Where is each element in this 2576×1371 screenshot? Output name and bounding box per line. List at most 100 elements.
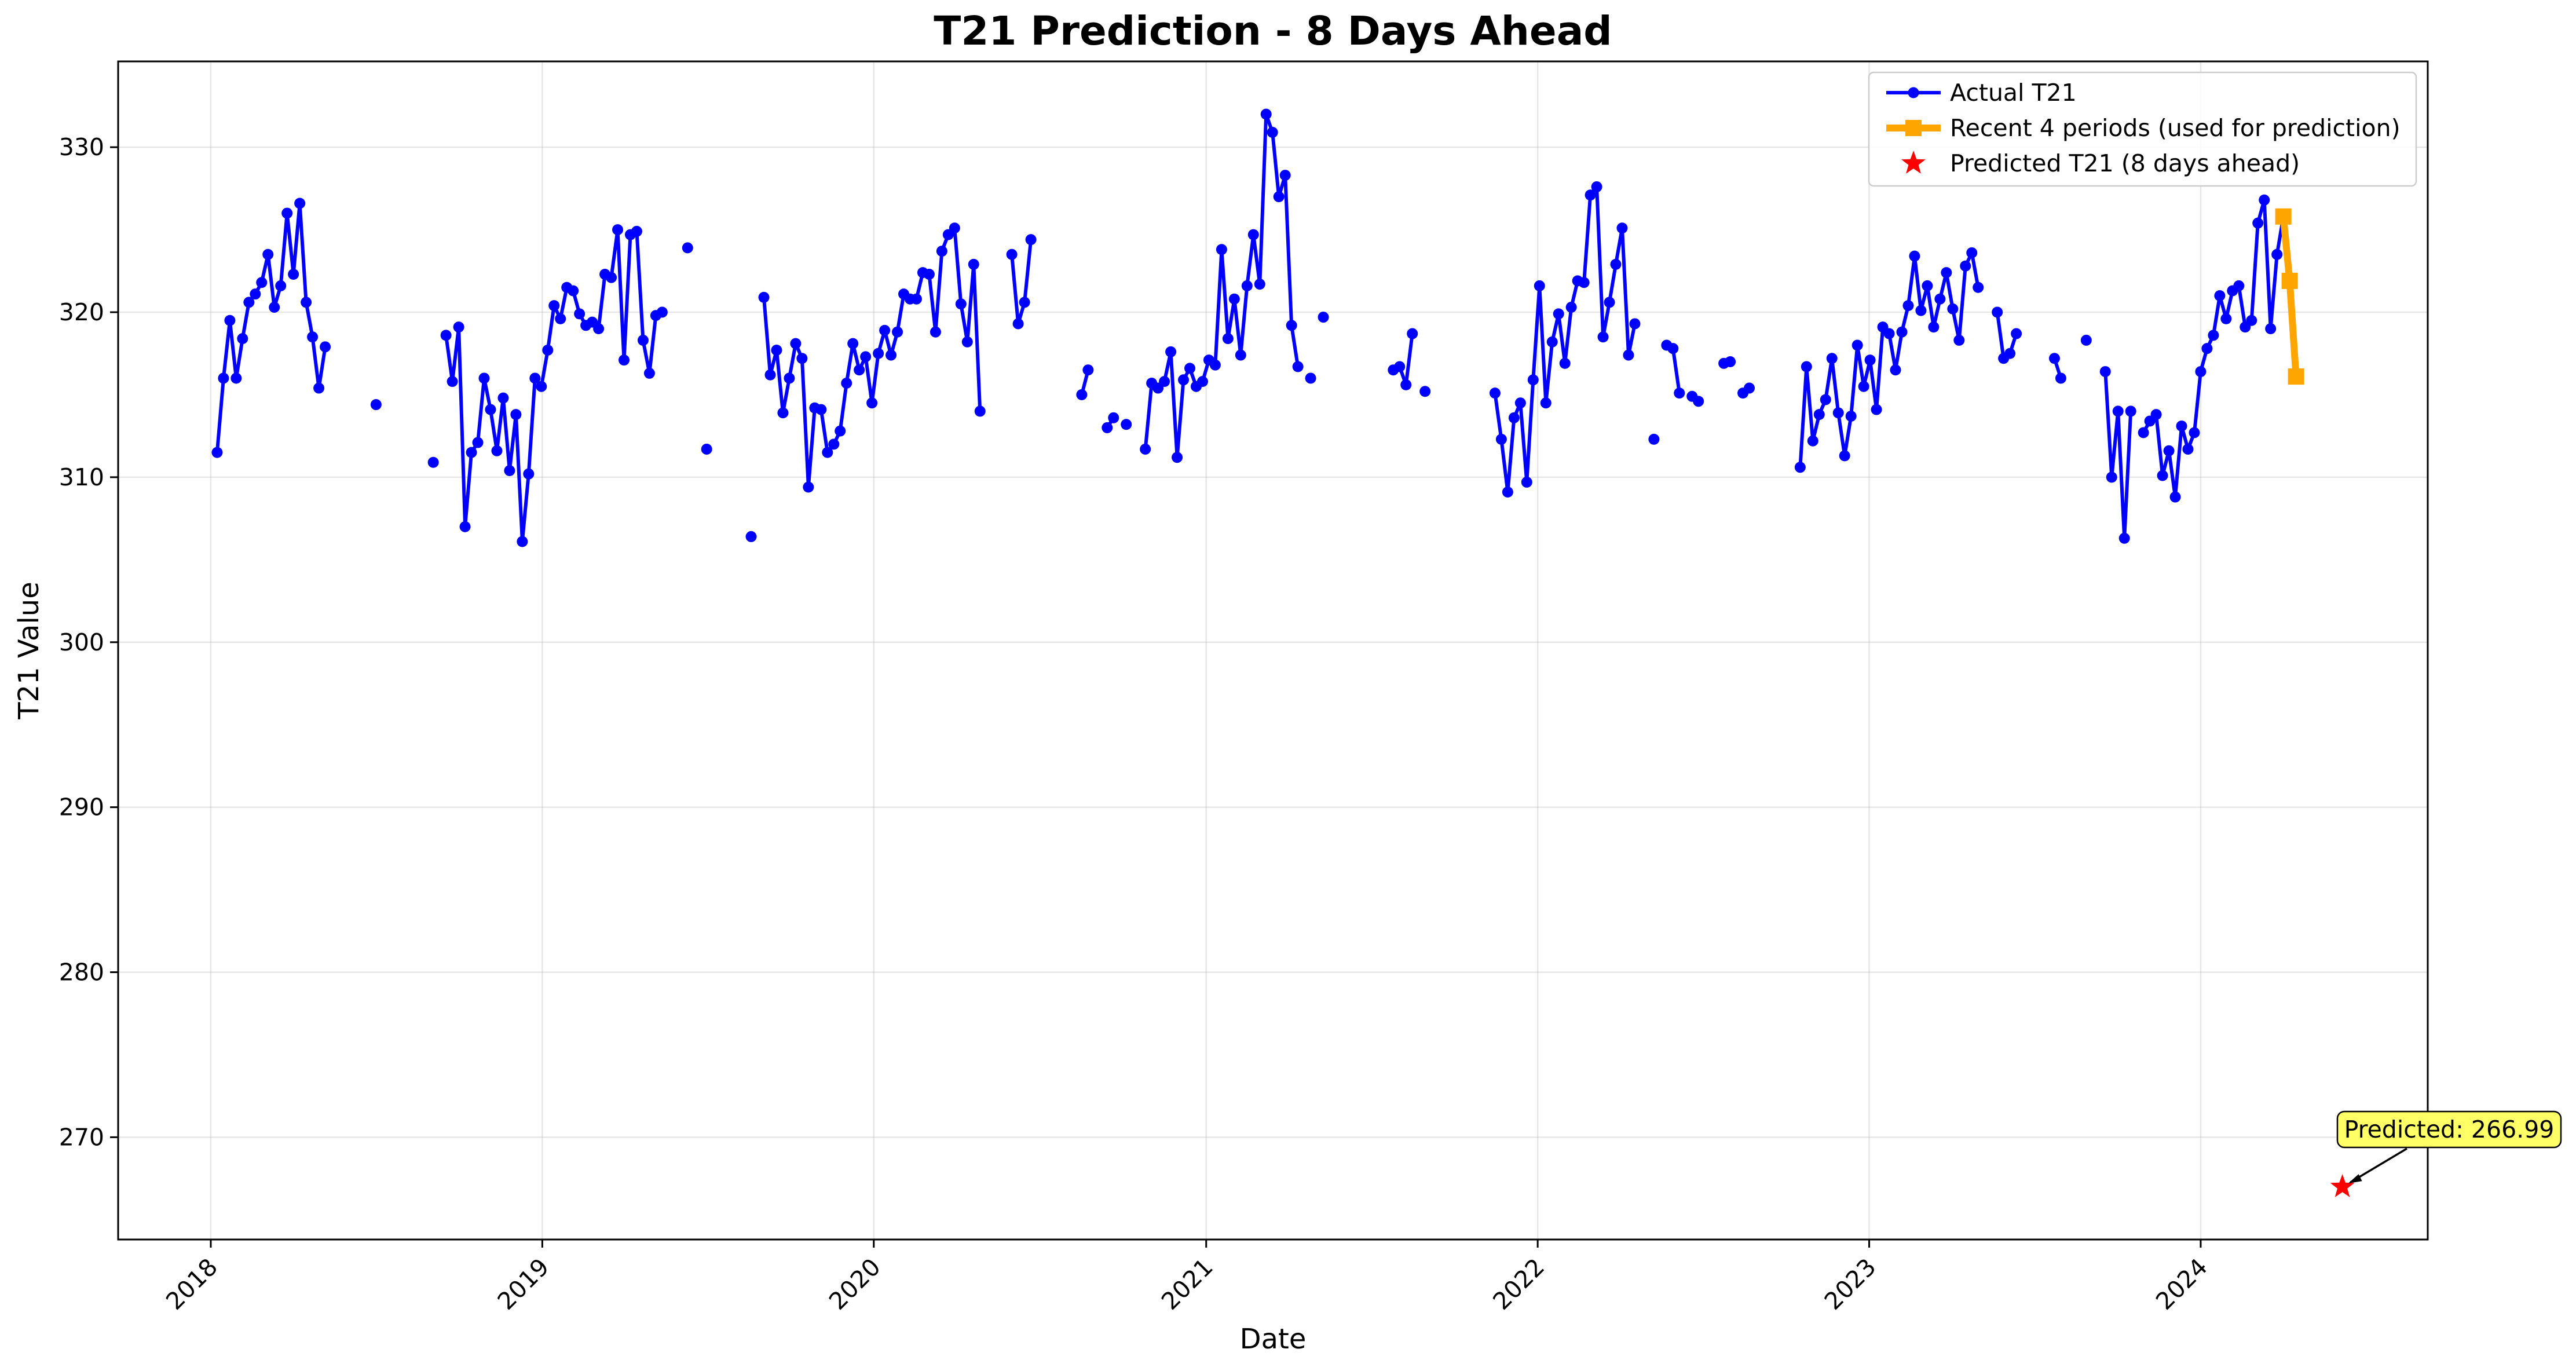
y-tick-label: 290 <box>59 794 104 821</box>
actual-point <box>275 280 287 291</box>
actual-point <box>536 381 547 392</box>
actual-point <box>612 224 624 236</box>
actual-point <box>1629 318 1641 330</box>
actual-point <box>1953 334 1965 346</box>
actual-point <box>854 364 865 376</box>
actual-point <box>1407 328 1418 339</box>
actual-point <box>923 268 935 280</box>
grid-layer <box>118 61 2428 1240</box>
actual-point <box>568 285 579 297</box>
actual-point <box>2208 330 2219 341</box>
actual-point <box>2195 366 2207 378</box>
actual-point <box>1419 386 1431 397</box>
actual-point <box>1623 349 1634 361</box>
actual-point <box>294 198 306 209</box>
actual-point <box>320 341 331 353</box>
y-tick-label: 330 <box>59 133 104 161</box>
actual-point <box>758 291 770 303</box>
actual-series-line <box>215 202 327 455</box>
actual-point <box>2163 445 2175 456</box>
actual-point <box>510 409 522 421</box>
actual-point <box>1254 279 1265 290</box>
y-axis-label: T21 Value <box>13 582 45 719</box>
actual-point <box>619 354 630 366</box>
actual-point <box>1648 433 1660 445</box>
actual-point <box>764 369 776 381</box>
actual-point <box>1559 357 1571 369</box>
actual-point <box>1909 250 1920 262</box>
actual-point <box>637 334 649 346</box>
actual-point <box>1184 363 1196 374</box>
actual-point <box>1565 301 1577 313</box>
actual-point <box>2112 405 2124 417</box>
actual-point <box>1318 312 1329 323</box>
annotation-text: Predicted: 266.99 <box>2344 1116 2555 1143</box>
actual-point <box>974 405 986 417</box>
legend-swatch-predicted-star <box>1901 151 1926 174</box>
predicted-point <box>2330 1174 2355 1197</box>
actual-point <box>847 338 859 349</box>
actual-point <box>1604 297 1615 308</box>
actual-point <box>1140 443 1151 455</box>
actual-point <box>1514 397 1526 409</box>
actual-point <box>542 345 554 356</box>
actual-point <box>777 407 789 419</box>
actual-point <box>517 536 528 547</box>
actual-point <box>2252 217 2264 229</box>
actual-point <box>631 225 642 237</box>
recent-point <box>2288 368 2304 385</box>
actual-point <box>453 321 464 333</box>
actual-point <box>262 248 274 260</box>
actual-point <box>497 392 509 404</box>
actual-point <box>796 353 808 364</box>
actual-point <box>1279 170 1291 181</box>
actual-point <box>1667 343 1679 354</box>
y-tick-label: 300 <box>59 628 104 656</box>
actual-point <box>1196 376 1208 387</box>
actual-point <box>2189 427 2200 438</box>
actual-point <box>606 272 617 283</box>
legend-swatch-actual-marker <box>1908 87 1919 98</box>
actual-point <box>2246 315 2257 326</box>
actual-point <box>2106 471 2117 483</box>
actual-point <box>1578 277 1590 288</box>
actual-point <box>1222 333 1234 345</box>
actual-series-line <box>1010 237 1033 326</box>
actual-point <box>1947 303 1959 315</box>
y-tick-label: 320 <box>59 298 104 326</box>
actual-point <box>218 372 229 384</box>
annotation-arrow-line <box>2350 1147 2407 1183</box>
chart-title: T21 Prediction - 8 Days Ahead <box>934 8 1612 54</box>
actual-point <box>1915 305 1927 316</box>
plot-frame <box>117 60 2429 1241</box>
actual-point <box>1553 308 1564 320</box>
actual-point <box>1502 487 1513 498</box>
actual-point <box>230 372 242 384</box>
actual-point <box>1292 361 1304 372</box>
actual-point <box>1813 409 1825 421</box>
actual-point <box>1725 356 1736 367</box>
actual-point <box>313 382 325 394</box>
actual-point <box>288 268 299 280</box>
actual-point <box>2080 334 2092 346</box>
actual-point <box>301 297 312 308</box>
actual-point <box>1247 229 1259 240</box>
legend-swatch-recent-marker <box>1905 120 1922 136</box>
actual-point <box>1012 318 1024 330</box>
actual-point <box>1172 452 1183 463</box>
actual-point <box>841 378 852 389</box>
actual-point <box>1871 404 1882 415</box>
actual-point <box>803 481 814 493</box>
actual-point <box>243 297 255 308</box>
actual-point <box>1209 359 1221 371</box>
actual-point <box>1820 394 1831 405</box>
y-tick-label: 310 <box>59 463 104 491</box>
actual-point <box>2118 532 2130 544</box>
actual-point <box>656 306 668 318</box>
actual-point <box>1585 189 1596 201</box>
x-axis-label: Date <box>1240 1323 1307 1355</box>
actual-point <box>1534 280 1545 291</box>
actual-point <box>910 293 922 305</box>
actual-point <box>1616 222 1628 234</box>
